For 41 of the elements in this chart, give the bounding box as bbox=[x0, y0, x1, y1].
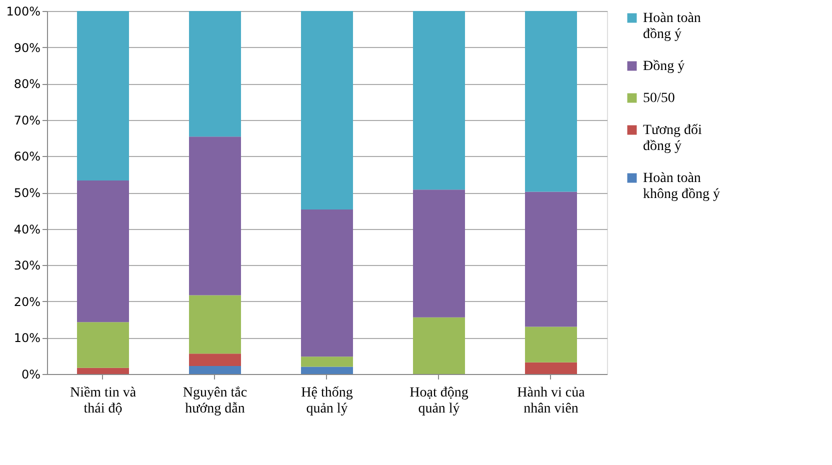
bar bbox=[77, 11, 129, 181]
y-tick-label: 60% bbox=[14, 150, 40, 164]
bar bbox=[525, 192, 577, 327]
legend-label: 50/50 bbox=[643, 91, 675, 106]
y-tick-label: 100% bbox=[6, 4, 40, 18]
bar bbox=[189, 354, 241, 366]
bar bbox=[525, 362, 577, 374]
y-tick-label: 30% bbox=[14, 258, 40, 273]
bar bbox=[413, 317, 465, 374]
y-tick-label: 0% bbox=[21, 368, 40, 382]
y-tick-label: 90% bbox=[14, 40, 40, 55]
y-tick-label: 20% bbox=[14, 294, 40, 309]
bar bbox=[413, 190, 465, 318]
bar bbox=[189, 295, 241, 354]
x-tick-label: Nguyên tắc hướng dẫn bbox=[182, 386, 248, 416]
y-tick-label: 10% bbox=[14, 331, 40, 346]
bar bbox=[525, 11, 577, 192]
y-tick-label: 40% bbox=[14, 222, 40, 236]
bar bbox=[525, 326, 577, 362]
bar bbox=[413, 11, 465, 190]
legend-label: Hoàn toàn đồng ý bbox=[643, 11, 701, 42]
bar bbox=[301, 210, 353, 357]
y-tick-label: 70% bbox=[14, 113, 40, 128]
bar bbox=[301, 366, 353, 374]
bar bbox=[189, 11, 241, 137]
x-tick-label: Hành vi của nhân viên bbox=[517, 386, 586, 416]
bar bbox=[77, 368, 129, 374]
x-tick-label: Niềm tin và thái độ bbox=[70, 386, 137, 416]
x-tick-label: Hoạt động quản lý bbox=[410, 386, 468, 416]
legend-label: Tương đối đồng ý bbox=[643, 123, 702, 154]
legend-label: Hoàn toàn không đồng ý bbox=[643, 171, 720, 202]
y-tick-label: 50% bbox=[14, 186, 40, 200]
y-tick-label: 80% bbox=[14, 77, 40, 92]
legend-label: Đồng ý bbox=[643, 59, 685, 74]
bar bbox=[189, 136, 241, 296]
bar bbox=[301, 356, 353, 367]
bar bbox=[77, 180, 129, 322]
bar bbox=[189, 366, 241, 374]
bar bbox=[301, 11, 353, 210]
x-tick-label: Hệ thống quản lý bbox=[301, 386, 353, 416]
bar bbox=[77, 322, 129, 368]
